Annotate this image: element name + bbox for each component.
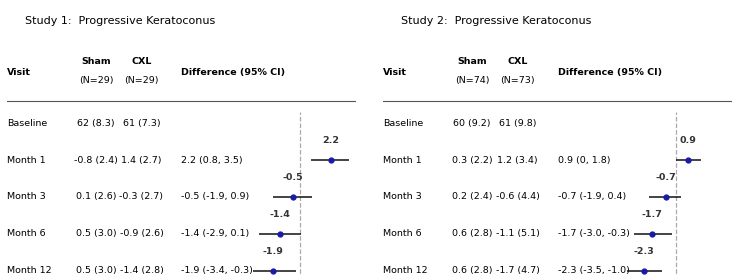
Text: -1.7 (4.7): -1.7 (4.7) — [496, 266, 539, 275]
Text: -1.4: -1.4 — [270, 210, 291, 219]
Text: -0.3 (2.7): -0.3 (2.7) — [120, 193, 163, 201]
Text: 0.2 (2.4): 0.2 (2.4) — [452, 193, 492, 201]
Text: -1.4 (2.8): -1.4 (2.8) — [120, 266, 163, 275]
Text: -0.8 (2.4): -0.8 (2.4) — [74, 155, 118, 165]
Text: 0.1 (2.6): 0.1 (2.6) — [76, 193, 117, 201]
Text: Visit: Visit — [7, 68, 31, 77]
Text: 0.6 (2.8): 0.6 (2.8) — [452, 266, 492, 275]
Text: -1.7 (-3.0, -0.3): -1.7 (-3.0, -0.3) — [557, 229, 630, 238]
Text: CXL: CXL — [507, 57, 528, 66]
Text: Month 3: Month 3 — [7, 193, 46, 201]
Text: Month 1: Month 1 — [7, 155, 46, 165]
Text: Baseline: Baseline — [7, 119, 47, 128]
Text: 61 (7.3): 61 (7.3) — [123, 119, 160, 128]
Text: Difference (95% CI): Difference (95% CI) — [557, 68, 661, 77]
Text: (N=74): (N=74) — [455, 76, 489, 85]
Text: (N=73): (N=73) — [500, 76, 535, 85]
Text: 0.9: 0.9 — [680, 136, 697, 145]
Text: -1.9: -1.9 — [263, 247, 284, 256]
Text: Month 6: Month 6 — [384, 229, 422, 238]
Text: -1.9 (-3.4, -0.3): -1.9 (-3.4, -0.3) — [182, 266, 253, 275]
Text: -0.7 (-1.9, 0.4): -0.7 (-1.9, 0.4) — [557, 193, 626, 201]
Text: -0.6 (4.4): -0.6 (4.4) — [496, 193, 539, 201]
Text: 62 (8.3): 62 (8.3) — [78, 119, 115, 128]
Text: Visit: Visit — [384, 68, 407, 77]
Text: -2.3: -2.3 — [633, 247, 654, 256]
Text: Sham: Sham — [457, 57, 487, 66]
Text: 2.2: 2.2 — [322, 136, 339, 145]
Text: -0.7: -0.7 — [655, 173, 676, 182]
Text: 0.5 (3.0): 0.5 (3.0) — [76, 266, 117, 275]
Text: (N=29): (N=29) — [124, 76, 159, 85]
Text: -0.5 (-1.9, 0.9): -0.5 (-1.9, 0.9) — [182, 193, 250, 201]
Text: 60 (9.2): 60 (9.2) — [454, 119, 491, 128]
Text: Month 3: Month 3 — [384, 193, 422, 201]
Text: 1.4 (2.7): 1.4 (2.7) — [121, 155, 162, 165]
Text: Study 2:  Progressive Keratoconus: Study 2: Progressive Keratoconus — [401, 16, 591, 27]
Text: 1.2 (3.4): 1.2 (3.4) — [497, 155, 538, 165]
Text: Difference (95% CI): Difference (95% CI) — [182, 68, 285, 77]
Text: Sham: Sham — [81, 57, 111, 66]
Text: 61 (9.8): 61 (9.8) — [499, 119, 537, 128]
Text: 0.5 (3.0): 0.5 (3.0) — [76, 229, 117, 238]
Text: 2.2 (0.8, 3.5): 2.2 (0.8, 3.5) — [182, 155, 243, 165]
Text: Month 12: Month 12 — [7, 266, 52, 275]
Text: CXL: CXL — [132, 57, 151, 66]
Text: Month 6: Month 6 — [7, 229, 46, 238]
Text: (N=29): (N=29) — [79, 76, 113, 85]
Text: -2.3 (-3.5, -1.0): -2.3 (-3.5, -1.0) — [557, 266, 630, 275]
Text: Study 1:  Progressive Keratoconus: Study 1: Progressive Keratoconus — [25, 16, 215, 27]
Text: Month 12: Month 12 — [384, 266, 428, 275]
Text: 0.6 (2.8): 0.6 (2.8) — [452, 229, 492, 238]
Text: -0.5: -0.5 — [282, 173, 303, 182]
Text: -1.1 (5.1): -1.1 (5.1) — [496, 229, 539, 238]
Text: Baseline: Baseline — [384, 119, 423, 128]
Text: -0.9 (2.6): -0.9 (2.6) — [120, 229, 163, 238]
Text: Month 1: Month 1 — [384, 155, 422, 165]
Text: -1.7: -1.7 — [641, 210, 663, 219]
Text: 0.9 (0, 1.8): 0.9 (0, 1.8) — [557, 155, 610, 165]
Text: 0.3 (2.2): 0.3 (2.2) — [452, 155, 492, 165]
Text: -1.4 (-2.9, 0.1): -1.4 (-2.9, 0.1) — [182, 229, 250, 238]
